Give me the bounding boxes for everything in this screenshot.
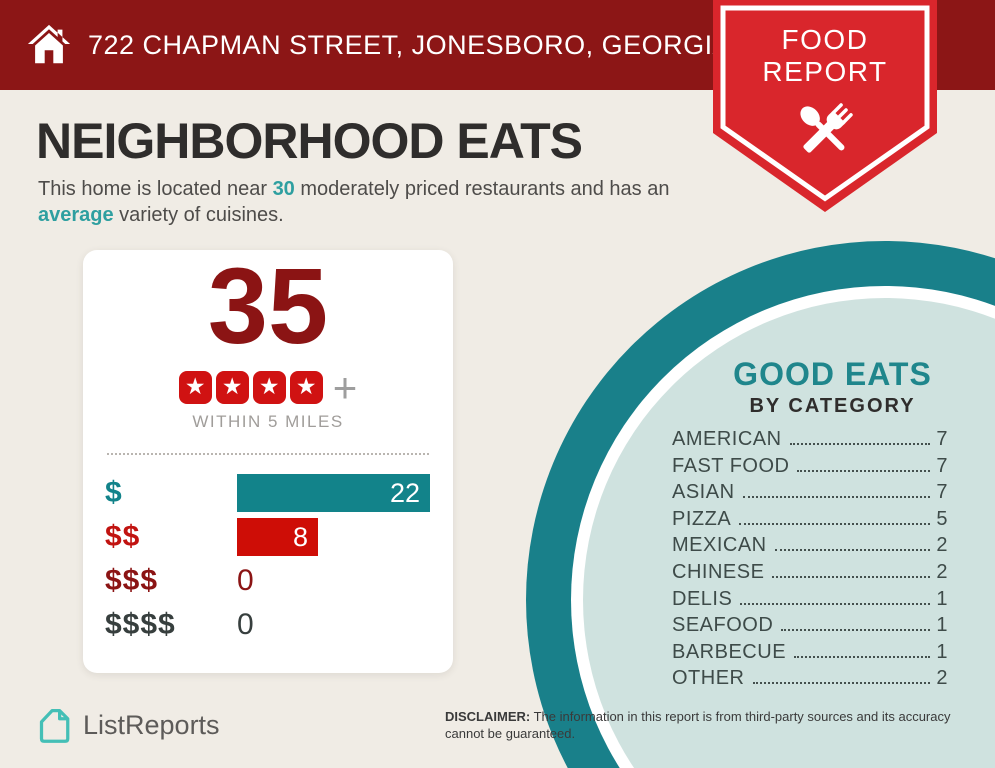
category-row: OTHER 2 bbox=[672, 667, 948, 694]
category-row: DELIS 1 bbox=[672, 588, 948, 615]
category-label: CHINESE bbox=[672, 560, 765, 583]
summary-pre: This home is located near bbox=[38, 178, 273, 200]
disclaimer-label: DISCLAIMER: bbox=[445, 709, 531, 724]
price-tier-bar: 22 bbox=[237, 474, 430, 512]
fork-spoon-icon bbox=[800, 103, 853, 153]
summary-text: This home is located near 30 moderately … bbox=[38, 176, 693, 228]
category-row: PIZZA 5 bbox=[672, 508, 948, 535]
star-rating: ★ ★ ★ ★ + bbox=[83, 363, 453, 411]
category-row: CHINESE 2 bbox=[672, 561, 948, 588]
home-icon bbox=[27, 24, 71, 64]
dotted-leader bbox=[794, 655, 931, 658]
dotted-leader bbox=[774, 549, 931, 552]
star-icon: ★ bbox=[289, 370, 323, 404]
good-eats-heading: GOOD EATS bbox=[733, 356, 932, 392]
category-count: 7 bbox=[936, 481, 948, 504]
dotted-divider bbox=[107, 453, 429, 455]
category-row: MEXICAN 2 bbox=[672, 534, 948, 561]
dotted-leader bbox=[740, 602, 931, 605]
dotted-leader bbox=[797, 469, 931, 472]
good-eats-circle bbox=[526, 241, 995, 768]
price-tier-bar: 8 bbox=[237, 518, 318, 556]
dotted-leader bbox=[742, 496, 931, 499]
dotted-leader bbox=[781, 629, 931, 632]
price-tier-label: $$ bbox=[105, 520, 141, 553]
category-row: FAST FOOD 7 bbox=[672, 455, 948, 482]
category-label: BARBECUE bbox=[672, 640, 787, 663]
category-row: ASIAN 7 bbox=[672, 481, 948, 508]
category-row: AMERICAN 7 bbox=[672, 428, 948, 455]
price-tier-row: $$ 8 bbox=[83, 518, 453, 556]
listreports-house-icon bbox=[39, 709, 70, 743]
price-tier-chart: $22 $$ 8 $$$ 0 $$$$ 0 bbox=[83, 474, 453, 650]
price-tier-zero-value: 0 bbox=[237, 608, 254, 641]
food-report-ribbon: FOOD REPORT bbox=[713, 0, 937, 212]
category-count: 1 bbox=[936, 640, 948, 663]
star-icon: ★ bbox=[252, 370, 286, 404]
dotted-leader bbox=[739, 522, 931, 525]
ribbon-line1: FOOD bbox=[781, 24, 869, 55]
price-tier-label: $ bbox=[105, 476, 123, 509]
category-count: 1 bbox=[936, 614, 948, 637]
star-icon: ★ bbox=[178, 370, 212, 404]
ribbon-title: FOOD REPORT bbox=[713, 24, 937, 88]
restaurant-stats-card: 35 ★ ★ ★ ★ + WITHIN 5 MILES $22 $$ 8 $$$ 0 $$$$ 0 bbox=[83, 250, 453, 673]
dotted-leader bbox=[752, 682, 931, 685]
restaurant-count-inline: 30 bbox=[272, 178, 295, 200]
price-tier-row: $$$ 0 bbox=[83, 562, 453, 600]
listreports-logo: ListReports bbox=[34, 704, 220, 746]
radius-caption: WITHIN 5 MILES bbox=[192, 412, 344, 431]
variety-accent: average bbox=[38, 204, 114, 226]
restaurant-count-big: 35 bbox=[207, 245, 329, 366]
disclaimer-text: The information in this report is from t… bbox=[445, 709, 951, 741]
category-label: DELIS bbox=[672, 587, 733, 610]
price-tier-zero-value: 0 bbox=[237, 564, 254, 597]
category-count: 1 bbox=[936, 587, 948, 610]
category-count: 7 bbox=[936, 454, 948, 477]
category-count: 5 bbox=[936, 507, 948, 530]
category-row: SEAFOOD 1 bbox=[672, 614, 948, 641]
price-tier-row: $$$$ 0 bbox=[83, 606, 453, 644]
plus-sign: + bbox=[332, 363, 358, 411]
star-icon: ★ bbox=[215, 370, 249, 404]
disclaimer: DISCLAIMER: The information in this repo… bbox=[445, 708, 960, 742]
summary-post: variety of cuisines. bbox=[113, 204, 284, 226]
category-count: 7 bbox=[936, 428, 948, 450]
page-title: NEIGHBORHOOD EATS bbox=[36, 113, 583, 169]
price-tier-label: $$$$ bbox=[105, 608, 176, 641]
price-tier-row: $22 bbox=[83, 474, 453, 512]
category-label: SEAFOOD bbox=[672, 614, 774, 637]
ribbon-banner-shape bbox=[713, 0, 937, 212]
summary-mid: moderately priced restaurants and has an bbox=[294, 178, 670, 200]
star-tiles: ★ ★ ★ ★ bbox=[178, 370, 323, 404]
price-tier-label: $$$ bbox=[105, 564, 159, 597]
category-label: ASIAN bbox=[672, 481, 735, 504]
dotted-leader bbox=[772, 575, 931, 578]
category-label: MEXICAN bbox=[672, 534, 767, 557]
brand-name: ListReports bbox=[83, 709, 220, 740]
category-label: AMERICAN bbox=[672, 428, 782, 450]
ribbon-line2: REPORT bbox=[762, 56, 888, 87]
category-label: PIZZA bbox=[672, 507, 732, 530]
category-count: 2 bbox=[936, 560, 948, 583]
category-label: OTHER bbox=[672, 667, 745, 690]
good-eats-subheading: BY CATEGORY bbox=[749, 395, 916, 417]
category-label: FAST FOOD bbox=[672, 454, 790, 477]
good-eats-section: GOOD EATS BY CATEGORY AMERICAN 7 FAST FOOD… bbox=[660, 356, 995, 689]
category-list: AMERICAN 7 FAST FOOD 7 ASIAN 7 PIZZA 5 MEXICAN 2 C… bbox=[672, 428, 948, 694]
category-row: BARBECUE 1 bbox=[672, 641, 948, 668]
dotted-leader bbox=[789, 443, 931, 445]
category-count: 2 bbox=[936, 534, 948, 557]
property-address: 722 CHAPMAN STREET, JONESBORO, GEORGIA 3… bbox=[88, 29, 816, 60]
category-count: 2 bbox=[936, 667, 948, 690]
